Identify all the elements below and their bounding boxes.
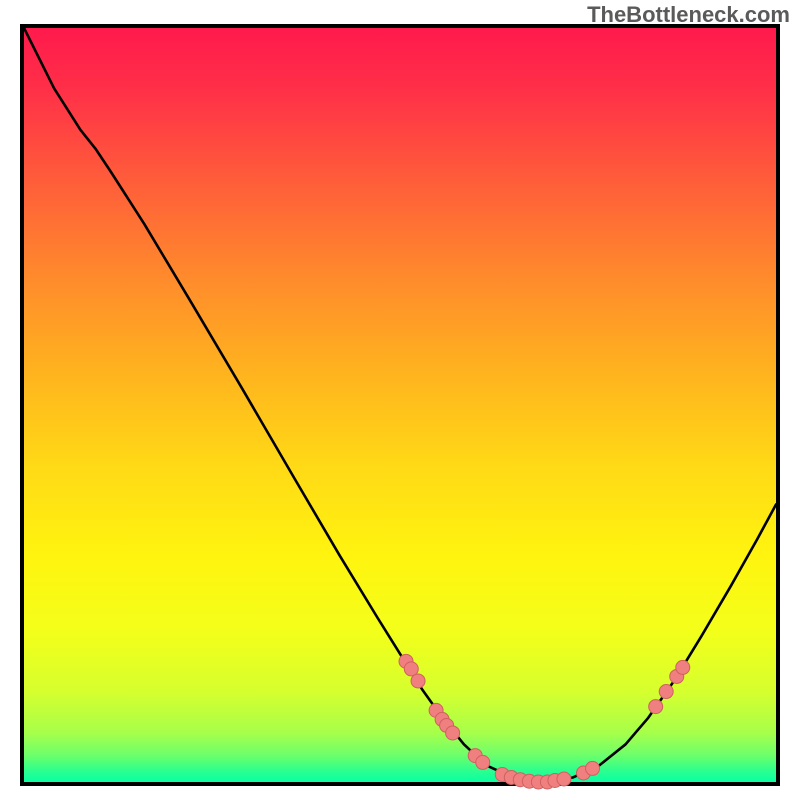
watermark-text: TheBottleneck.com [587,2,790,28]
plot-gradient-fill [24,28,776,782]
chart-stage: TheBottleneck.com [0,0,800,800]
